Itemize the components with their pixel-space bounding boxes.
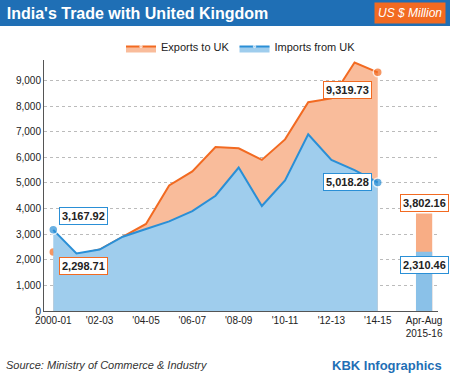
svg-text:5,000: 5,000 [16, 177, 41, 188]
svg-text:US $ Million: US $ Million [378, 6, 442, 20]
svg-text:India's Trade with United King: India's Trade with United Kingdom [7, 5, 269, 22]
svg-text:'02-03: '02-03 [86, 315, 114, 326]
svg-text:Exports to UK: Exports to UK [161, 41, 230, 53]
svg-text:8,000: 8,000 [16, 101, 41, 112]
svg-text:'10-11: '10-11 [272, 315, 299, 326]
svg-text:2,000: 2,000 [16, 254, 41, 265]
svg-text:KBK Infographics: KBK Infographics [332, 358, 442, 373]
svg-text:6,000: 6,000 [16, 152, 41, 163]
svg-text:5,018.28: 5,018.28 [326, 176, 369, 188]
svg-text:9,319.73: 9,319.73 [326, 84, 369, 96]
svg-text:1,000: 1,000 [16, 280, 41, 291]
svg-text:Source: Ministry of Commerce &: Source: Ministry of Commerce & Industry [6, 359, 208, 371]
svg-text:7,000: 7,000 [16, 126, 41, 137]
svg-text:4,000: 4,000 [16, 203, 41, 214]
svg-text:3,000: 3,000 [16, 229, 41, 240]
svg-text:0: 0 [35, 306, 41, 317]
svg-text:9,000: 9,000 [16, 75, 41, 86]
svg-text:3,802.16: 3,802.16 [403, 197, 446, 209]
svg-text:2000-01: 2000-01 [35, 315, 72, 326]
svg-text:'12-13: '12-13 [318, 315, 346, 326]
svg-text:'08-09: '08-09 [225, 315, 253, 326]
svg-text:Apr-Aug2015-16: Apr-Aug2015-16 [406, 315, 443, 339]
svg-text:'14-15: '14-15 [364, 315, 392, 326]
svg-text:'04-05: '04-05 [132, 315, 160, 326]
svg-text:Imports from UK: Imports from UK [275, 41, 356, 53]
svg-text:'06-07: '06-07 [179, 315, 207, 326]
svg-text:2,310.46: 2,310.46 [403, 259, 446, 271]
svg-text:2,298.71: 2,298.71 [62, 260, 105, 272]
svg-text:3,167.92: 3,167.92 [62, 210, 105, 222]
